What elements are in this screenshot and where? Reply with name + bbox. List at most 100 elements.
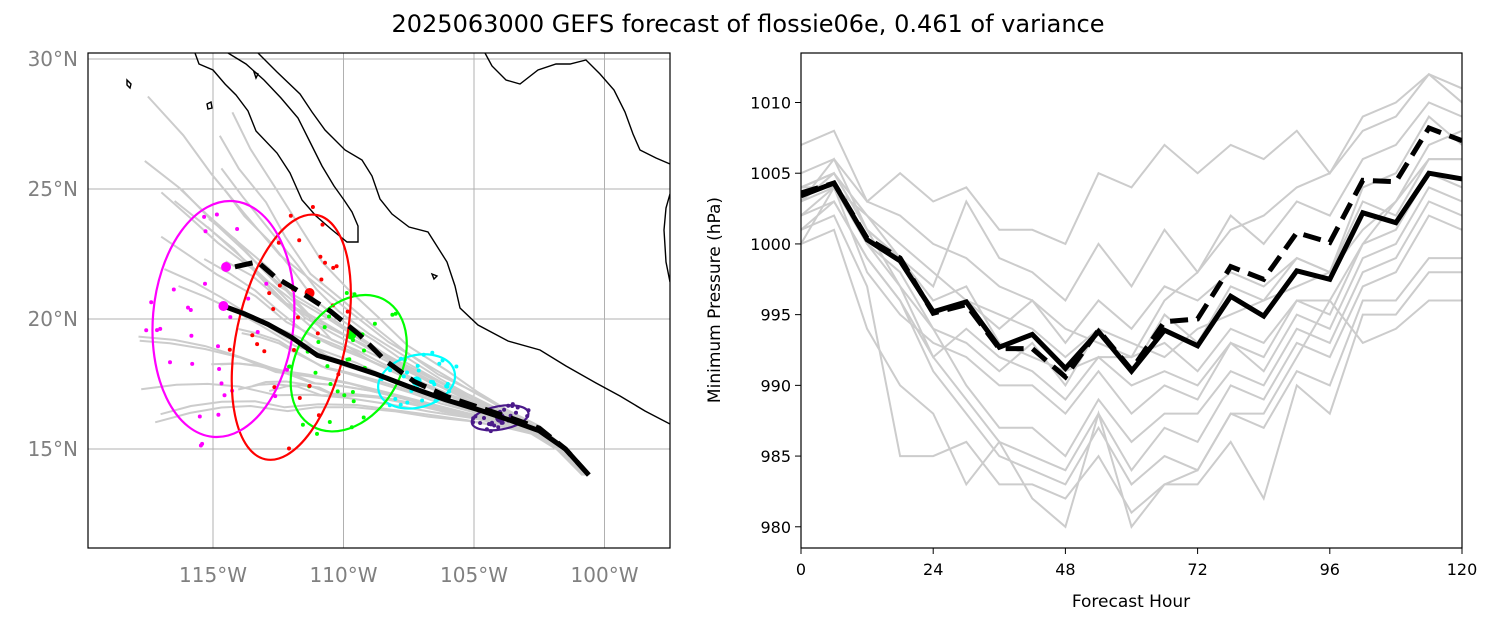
member-position-dot (297, 238, 302, 243)
member-position-dot (203, 229, 208, 234)
uncertainty-ellipse (289, 293, 408, 433)
member-position-dot (432, 382, 437, 387)
member-position-dot (288, 213, 293, 218)
member-position-dot (264, 281, 269, 286)
member-position-dot (514, 410, 518, 415)
map-frame (87, 52, 671, 549)
member-position-dot (189, 333, 194, 338)
map-lon-tick-label: 110°W (310, 563, 378, 587)
member-position-dot (287, 364, 292, 369)
member-position-dot (319, 277, 324, 282)
member-position-dot (228, 315, 233, 320)
member-position-dot (372, 321, 377, 326)
member-position-dot (405, 400, 410, 405)
member-track (147, 95, 584, 476)
member-pressure-line (801, 186, 1462, 458)
member-position-dot (420, 398, 425, 403)
member-position-dot (262, 349, 267, 354)
member-position-dot (310, 205, 315, 209)
member-position-dot (297, 396, 302, 400)
solid-track-end-dot (218, 301, 229, 311)
member-position-dot (144, 328, 149, 333)
member-position-dot (361, 415, 366, 420)
member-position-dot (327, 420, 332, 424)
member-position-dot (316, 340, 321, 344)
member-position-dot (197, 414, 202, 419)
member-position-dot (393, 397, 398, 401)
x-tick-label: 72 (1187, 560, 1207, 579)
member-pressure-line (801, 129, 1462, 373)
member-position-dot (362, 348, 366, 353)
y-tick-label: 990 (760, 376, 791, 395)
map-lat-tick-label: 15°N (28, 437, 78, 461)
member-position-dot (188, 308, 193, 312)
member-position-dot (350, 390, 355, 394)
member-position-dot (492, 423, 497, 428)
member-position-dot (320, 222, 325, 227)
member-position-dot (202, 214, 207, 219)
x-tick-label: 0 (796, 560, 806, 579)
coastline-gulf-east (484, 53, 670, 165)
member-position-dot (190, 361, 195, 366)
member-position-dot (315, 431, 319, 436)
pressure-ticks: 0 24 48 72 96 120 980 985 990 995 1000 1005 1010 (750, 94, 1477, 580)
ellipse-center-dot (221, 262, 232, 272)
dashed-mean-track (233, 259, 591, 477)
member-position-dot (271, 307, 276, 311)
member-position-dot (489, 422, 493, 427)
member-position-dot (429, 379, 434, 384)
member-pressure-line (801, 101, 1462, 303)
member-position-dot (390, 312, 395, 317)
member-position-dot (168, 360, 172, 365)
x-tick-label: 48 (1055, 560, 1075, 579)
member-position-dot (171, 287, 176, 292)
member-position-dot (331, 265, 336, 270)
member-position-dot (323, 260, 327, 265)
uncertainty-ellipse (377, 353, 457, 410)
member-track (160, 235, 586, 476)
member-position-dot (416, 368, 421, 373)
member-position-dot (296, 315, 300, 320)
pressure-frame (800, 52, 1463, 549)
y-tick-label: 985 (760, 447, 791, 466)
member-position-dot (287, 446, 291, 451)
member-position-dot (335, 389, 340, 394)
member-position-dot (227, 347, 232, 352)
member-position-dot (405, 370, 409, 375)
member-position-dot (186, 305, 190, 310)
member-position-dot (496, 425, 501, 430)
member-position-dot (351, 399, 356, 404)
dashed-mean-pressure-line (801, 124, 1462, 381)
y-tick-label: 1000 (750, 235, 791, 254)
member-position-dot (401, 374, 406, 379)
y-tick-label: 1010 (750, 94, 791, 113)
member-position-dot (318, 254, 323, 259)
y-tick-label: 980 (760, 518, 791, 537)
y-tick-label: 995 (760, 306, 791, 325)
y-tick-label: 1005 (750, 164, 791, 183)
member-position-dot (235, 227, 240, 231)
member-position-dot (276, 240, 281, 245)
member-position-dot (246, 296, 251, 301)
member-pressure-line (801, 72, 1462, 246)
member-position-dot (155, 328, 159, 333)
figure-title: 2025063000 GEFS forecast of flossie06e, … (391, 10, 1105, 38)
x-tick-label: 96 (1320, 560, 1340, 579)
member-position-dot (478, 421, 483, 425)
member-position-dot (222, 393, 227, 398)
island (126, 78, 132, 90)
map-lat-tick-label: 20°N (28, 307, 78, 331)
member-position-dot (267, 291, 272, 296)
member-pressure-line (801, 171, 1462, 401)
member-position-dot (214, 212, 219, 217)
pressure-ylabel: Minimum Pressure (hPa) (705, 197, 725, 403)
member-position-dot (398, 402, 403, 407)
member-pressure-line (801, 228, 1462, 529)
member-position-dot (325, 364, 330, 369)
member-position-dot (437, 361, 442, 366)
pressure-mean-lines (801, 124, 1462, 381)
pressure-member-lines (801, 72, 1462, 529)
member-position-dot (250, 333, 255, 338)
member-position-dot (219, 381, 224, 386)
